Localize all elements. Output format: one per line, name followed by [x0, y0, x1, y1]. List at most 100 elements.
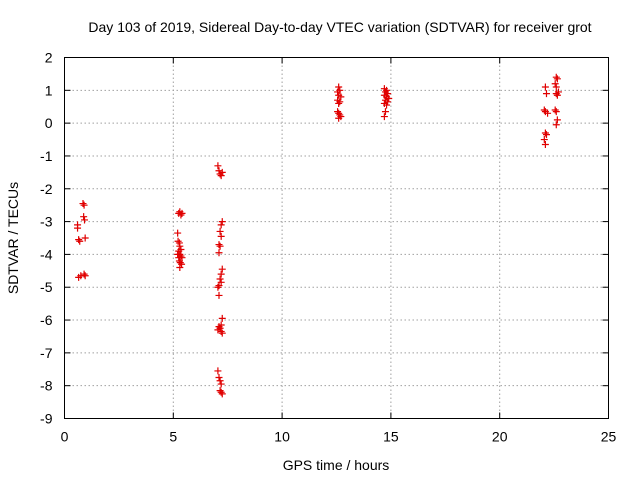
data-point	[178, 209, 186, 217]
data-point	[81, 272, 89, 280]
data-point	[214, 283, 222, 291]
data-point	[540, 106, 548, 114]
y-tick-label: -7	[40, 345, 53, 361]
y-tick-label: -5	[40, 279, 53, 295]
data-point	[383, 86, 391, 94]
data-point	[216, 275, 224, 283]
data-point	[218, 314, 226, 322]
data-point	[217, 380, 225, 388]
y-tick-label: 0	[45, 115, 53, 131]
data-point	[551, 80, 559, 88]
data-point	[81, 234, 89, 242]
data-point	[553, 91, 561, 99]
data-point	[80, 270, 88, 278]
data-point	[335, 83, 343, 91]
data-point	[544, 109, 552, 117]
data-point	[81, 216, 89, 224]
data-point	[174, 250, 182, 258]
x-tick-label: 10	[274, 429, 290, 445]
data-point	[385, 95, 393, 103]
data-point	[541, 83, 549, 91]
data-point	[217, 388, 225, 396]
data-point	[552, 83, 560, 91]
chart-title: Day 103 of 2019, Sidereal Day-to-day VTE…	[88, 19, 591, 35]
data-point	[216, 377, 224, 385]
data-point	[540, 136, 548, 144]
data-point	[218, 218, 226, 226]
data-point	[334, 88, 342, 96]
data-point	[76, 237, 84, 245]
data-point	[176, 242, 184, 250]
y-tick-label: 2	[45, 50, 53, 66]
data-point	[175, 254, 183, 262]
x-axis-title: GPS time / hours	[283, 457, 390, 473]
data-point	[383, 101, 391, 109]
data-point	[218, 265, 226, 273]
data-point	[552, 73, 560, 81]
data-point	[542, 90, 550, 98]
data-point	[218, 168, 226, 176]
data-point	[384, 90, 392, 98]
data-point	[75, 236, 83, 244]
data-point	[217, 172, 225, 180]
data-point	[215, 282, 223, 290]
y-tick-label: -6	[40, 312, 53, 328]
y-tick-label: -8	[40, 378, 53, 394]
data-point	[336, 111, 344, 119]
y-tick-label: -2	[40, 181, 53, 197]
data-point	[335, 114, 343, 122]
data-point	[80, 201, 88, 209]
y-axis-title: SDTVAR / TECUs	[5, 182, 21, 294]
data-points	[74, 73, 562, 398]
data-point	[214, 367, 222, 375]
x-tick-label: 5	[169, 429, 177, 445]
data-point	[217, 221, 225, 229]
data-point	[175, 247, 183, 255]
data-point	[215, 249, 223, 257]
data-point	[553, 75, 561, 83]
x-tick-labels: 0 5 10 15 20 25	[61, 429, 617, 445]
data-point	[177, 211, 185, 219]
x-tick-label: 20	[492, 429, 508, 445]
data-point	[176, 264, 184, 272]
data-point	[218, 329, 226, 337]
data-point	[214, 326, 222, 334]
data-point	[214, 162, 222, 170]
data-point	[542, 131, 550, 139]
data-point	[79, 200, 87, 208]
data-point	[217, 328, 225, 336]
y-tick-label: -3	[40, 214, 53, 230]
x-tick-label: 15	[383, 429, 399, 445]
plot-frame	[64, 57, 609, 419]
x-tick-label: 0	[61, 429, 69, 445]
data-point	[335, 99, 343, 107]
data-point	[384, 98, 392, 106]
data-point	[337, 93, 345, 101]
data-point	[552, 108, 560, 116]
y-tick-label: -4	[40, 246, 53, 262]
data-point	[216, 242, 224, 250]
y-tick-labels: -9 -8 -7 -6 -5 -4 -3 -2 -1 0 1 2	[40, 50, 53, 427]
data-point	[80, 213, 88, 221]
data-point	[380, 113, 388, 121]
x-tick-label: 25	[601, 429, 617, 445]
data-point	[217, 270, 225, 278]
data-point	[551, 106, 559, 114]
data-point	[218, 390, 226, 398]
data-point	[336, 98, 344, 106]
data-point	[217, 232, 225, 240]
data-point	[216, 227, 224, 235]
y-tick-label: -9	[40, 411, 53, 427]
data-point	[215, 323, 223, 331]
data-point	[215, 167, 223, 175]
data-point	[541, 140, 549, 148]
y-tick-label: -1	[40, 148, 53, 164]
data-point	[215, 241, 223, 249]
data-point	[174, 237, 182, 245]
data-point	[381, 108, 389, 116]
data-point	[541, 129, 549, 137]
data-point	[215, 373, 223, 381]
data-point	[552, 90, 560, 98]
